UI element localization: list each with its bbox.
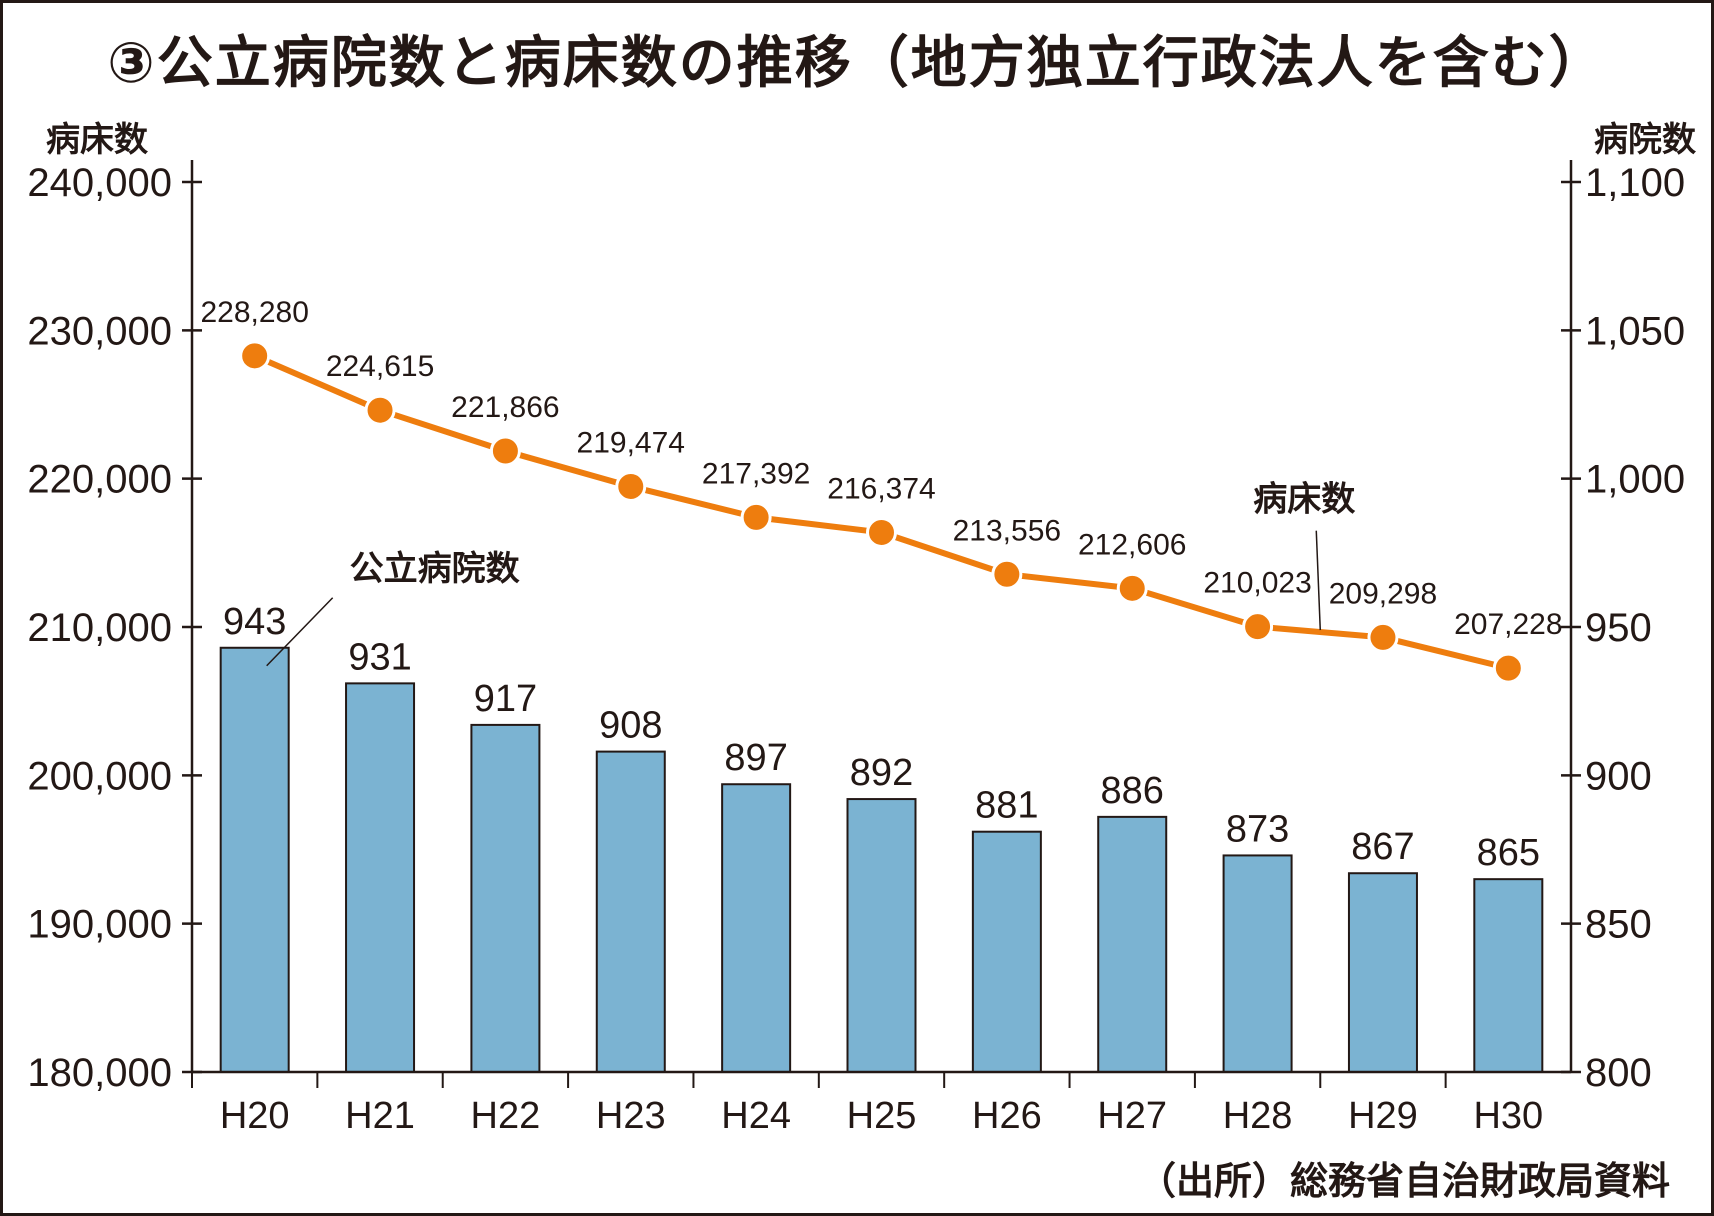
bars-layer [219, 646, 1544, 1074]
annotation-hospitals-leader [266, 597, 334, 667]
line-value-label-H21: 224,615 [326, 350, 434, 383]
line-point-H21 [364, 394, 396, 426]
right-tick-label-1050: 1,050 [1585, 309, 1685, 353]
line-value-label-H24: 217,392 [702, 457, 810, 490]
x-tick-label-H26: H26 [972, 1095, 1042, 1137]
chart-title: ③公立病院数と病床数の推移（地方独立行政法人を含む） [107, 31, 1607, 96]
left-tick-label-190000: 190,000 [27, 903, 172, 947]
x-tick-label-H25: H25 [847, 1095, 917, 1137]
line-point-H23 [615, 470, 647, 502]
annotations-layer: 公立病院数 病床数 [266, 480, 1355, 667]
annotation-hospitals: 公立病院数 [350, 549, 520, 589]
line-value-label-H26: 213,556 [953, 514, 1061, 547]
bar-H22 [470, 723, 541, 1074]
bar-H27 [1097, 815, 1168, 1073]
bar-H25 [846, 798, 917, 1073]
bar-value-label-H22: 917 [474, 678, 537, 720]
x-tick-label-H27: H27 [1097, 1095, 1167, 1137]
line-point-H25 [866, 516, 897, 548]
line-value-label-H23: 219,474 [577, 426, 685, 459]
x-tick-label-H23: H23 [596, 1095, 666, 1137]
left-axis-title: 病床数 [46, 120, 148, 160]
bar-H29 [1347, 872, 1418, 1073]
bar-value-label-H26: 881 [975, 785, 1038, 827]
line-value-label-H22: 221,866 [451, 391, 559, 424]
right-tick-label-1100: 1,100 [1585, 161, 1685, 205]
bar-value-label-H30: 865 [1477, 832, 1540, 874]
right-tick-label-900: 900 [1585, 754, 1652, 798]
bar-H23 [595, 750, 666, 1073]
labels-layer: 943 931 917 908 897 892 881 886 873 867 865 228,280… [200, 296, 1562, 874]
left-tick-label-210000: 210,000 [27, 606, 172, 650]
line-value-label-H28: 210,023 [1203, 567, 1311, 600]
left-tick-label-230000: 230,000 [27, 309, 172, 353]
bar-value-label-H28: 873 [1226, 808, 1289, 850]
bar-H30 [1473, 878, 1544, 1074]
x-tick-label-H24: H24 [721, 1095, 791, 1137]
line-point-H26 [991, 558, 1023, 590]
x-tick-label-H28: H28 [1223, 1095, 1293, 1137]
line-point-H27 [1116, 572, 1148, 604]
x-tick-label-H30: H30 [1473, 1095, 1543, 1137]
x-tick-label-H22: H22 [471, 1095, 541, 1137]
left-tick-label-180000: 180,000 [27, 1051, 172, 1095]
bar-value-label-H23: 908 [599, 705, 662, 747]
line-value-label-H20: 228,280 [200, 296, 308, 329]
right-tick-label-800: 800 [1585, 1051, 1652, 1095]
x-tick-label-H21: H21 [345, 1095, 415, 1137]
line-layer [239, 340, 1524, 684]
bar-value-label-H24: 897 [724, 737, 787, 779]
left-tick-label-240000: 240,000 [27, 161, 172, 205]
bar-H26 [971, 830, 1042, 1074]
bar-value-label-H27: 886 [1101, 770, 1164, 812]
right-tick-label-1000: 1,000 [1585, 458, 1685, 502]
right-tick-label-850: 850 [1585, 903, 1652, 947]
line-value-label-H25: 216,374 [827, 472, 935, 505]
annotation-beds: 病床数 [1253, 480, 1355, 520]
bar-value-label-H20: 943 [223, 601, 286, 643]
line-point-H24 [740, 501, 772, 533]
line-value-label-H30: 207,228 [1454, 608, 1562, 641]
right-axis-title: 病院数 [1594, 120, 1696, 160]
source-note: （出所）総務省自治財政局資料 [1137, 1158, 1670, 1203]
bar-value-label-H25: 892 [850, 752, 913, 794]
annotation-beds-leader [1315, 530, 1322, 631]
axes-layer: 240,000 230,000 220,000 210,000 200,000 190,0… [27, 160, 1685, 1137]
left-tick-label-220000: 220,000 [27, 458, 172, 502]
x-tick-label-H29: H29 [1348, 1095, 1418, 1137]
bar-H24 [721, 783, 792, 1073]
bar-H28 [1222, 854, 1293, 1074]
bar-value-label-H29: 867 [1351, 826, 1414, 868]
line-point-H22 [489, 435, 521, 467]
line-point-H28 [1242, 611, 1274, 643]
bar-H21 [345, 682, 416, 1073]
line-value-label-H29: 209,298 [1329, 577, 1437, 610]
line-point-H30 [1492, 652, 1524, 684]
line-point-H29 [1367, 621, 1399, 653]
bar-H20 [219, 646, 290, 1073]
bar-value-label-H21: 931 [348, 636, 411, 678]
left-tick-label-200000: 200,000 [27, 754, 172, 798]
right-tick-label-950: 950 [1585, 606, 1652, 650]
line-point-H20 [239, 340, 271, 372]
line-value-label-H27: 212,606 [1078, 528, 1186, 561]
x-tick-label-H20: H20 [220, 1095, 290, 1137]
